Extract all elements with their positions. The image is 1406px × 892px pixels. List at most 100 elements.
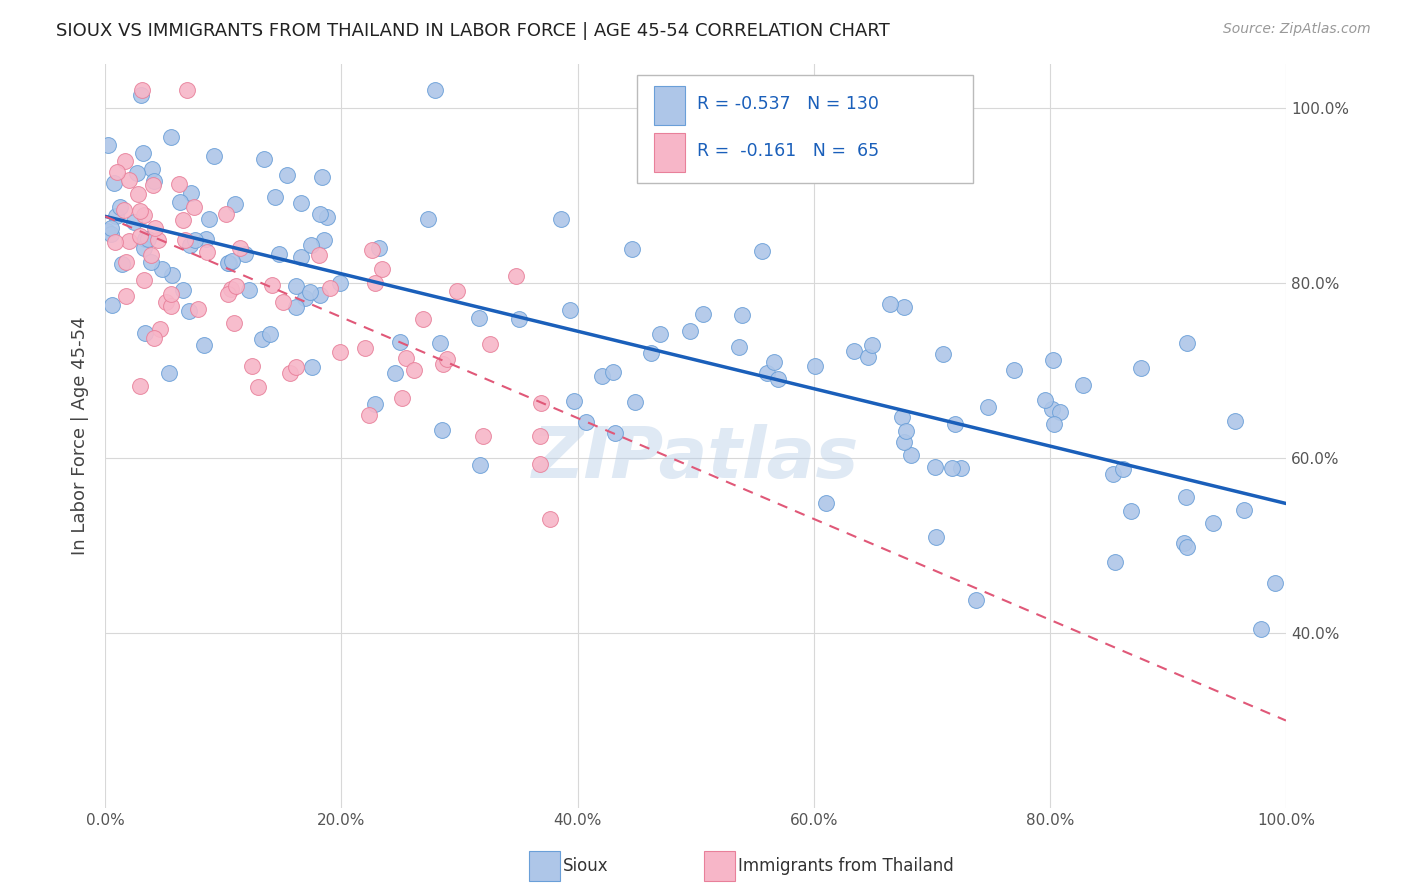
Point (169, 194, 191, 209)
Point (1033, 392, 1056, 407)
Point (1071, 377, 1094, 392)
Point (766, 372, 789, 386)
Point (856, 351, 879, 365)
Text: Source: ZipAtlas.com: Source: ZipAtlas.com (1223, 22, 1371, 37)
Text: ZIPatlas: ZIPatlas (531, 424, 859, 493)
Point (432, 423, 454, 437)
Y-axis label: In Labor Force | Age 45-54: In Labor Force | Age 45-54 (72, 317, 89, 556)
Point (529, 457, 551, 471)
Point (505, 269, 527, 284)
Point (114, 202, 136, 217)
Point (253, 152, 276, 166)
Point (391, 391, 413, 405)
Point (285, 359, 308, 374)
Point (139, 255, 162, 269)
Point (97, 137, 120, 152)
Point (1175, 540, 1198, 554)
Point (155, 294, 177, 309)
Point (104, 209, 127, 223)
Point (259, 326, 281, 341)
Point (299, 238, 322, 252)
Point (101, 298, 124, 312)
Point (290, 250, 312, 264)
Point (363, 397, 385, 411)
Point (1112, 462, 1135, 476)
Point (187, 302, 209, 317)
Point (1049, 405, 1071, 419)
Point (364, 276, 387, 290)
Point (142, 174, 165, 188)
Point (360, 243, 382, 257)
Point (891, 409, 914, 424)
Point (562, 394, 585, 409)
Point (640, 346, 662, 360)
Point (294, 291, 316, 305)
Point (278, 366, 301, 380)
Point (103, 235, 125, 249)
Point (1175, 335, 1198, 350)
Point (129, 379, 152, 393)
Point (129, 88, 152, 103)
Point (602, 364, 624, 378)
Point (224, 316, 246, 330)
Point (202, 148, 225, 162)
Point (177, 303, 200, 318)
Point (316, 210, 339, 224)
Point (142, 178, 165, 192)
Point (436, 351, 458, 366)
Point (479, 336, 502, 351)
Point (1250, 622, 1272, 636)
Point (925, 530, 948, 544)
Point (217, 287, 239, 301)
Point (215, 207, 238, 221)
Point (183, 200, 205, 214)
FancyBboxPatch shape (654, 87, 685, 125)
Point (193, 337, 215, 351)
Point (100, 227, 122, 241)
Point (329, 345, 352, 359)
Point (402, 362, 425, 376)
Point (242, 359, 264, 373)
Point (264, 190, 287, 204)
Point (136, 232, 159, 246)
Point (931, 347, 953, 361)
Point (96, 224, 118, 238)
Point (160, 299, 183, 313)
Text: Immigrants from Thailand: Immigrants from Thailand (738, 857, 953, 875)
Point (751, 244, 773, 258)
Point (111, 257, 134, 271)
Point (141, 248, 163, 262)
Point (134, 232, 156, 246)
Point (1233, 503, 1256, 517)
Point (260, 277, 283, 292)
Point (620, 242, 643, 256)
Point (1202, 516, 1225, 530)
Point (285, 279, 308, 293)
Point (731, 308, 754, 322)
Point (550, 211, 572, 226)
Point (132, 273, 155, 287)
Point (238, 284, 260, 298)
Point (311, 169, 333, 184)
Point (195, 245, 218, 260)
Point (309, 288, 332, 302)
Point (1130, 361, 1153, 376)
Point (134, 326, 156, 341)
Point (508, 312, 530, 326)
Point (1102, 467, 1125, 482)
Point (298, 285, 321, 299)
Point (301, 359, 323, 374)
Point (246, 380, 269, 394)
Point (425, 83, 447, 97)
Point (118, 173, 141, 187)
Point (100, 220, 122, 235)
Point (395, 351, 418, 366)
Point (900, 448, 922, 462)
Point (217, 256, 239, 270)
Point (180, 186, 202, 200)
Point (271, 295, 294, 310)
Point (1002, 363, 1025, 377)
Point (412, 312, 434, 326)
Point (218, 256, 240, 270)
Point (114, 153, 136, 168)
